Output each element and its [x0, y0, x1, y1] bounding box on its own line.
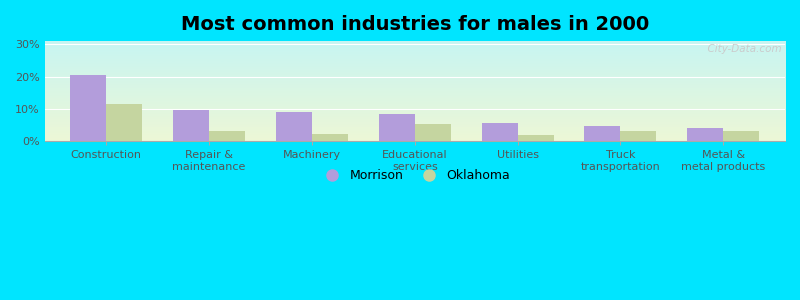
Bar [379, 114, 415, 141]
Bar [209, 131, 245, 141]
Bar [687, 128, 723, 141]
Bar [723, 131, 759, 141]
Bar [585, 126, 621, 141]
Title: Most common industries for males in 2000: Most common industries for males in 2000 [181, 15, 649, 34]
Legend: Morrison, Oklahoma: Morrison, Oklahoma [314, 164, 515, 187]
Text: City-Data.com: City-Data.com [701, 44, 782, 54]
Bar [106, 104, 142, 141]
Bar [415, 124, 450, 141]
Bar [173, 110, 209, 141]
Bar [276, 112, 312, 141]
Bar [518, 135, 554, 141]
Bar [70, 75, 106, 141]
Bar [621, 131, 657, 141]
Bar [482, 123, 518, 141]
Bar [312, 134, 348, 141]
